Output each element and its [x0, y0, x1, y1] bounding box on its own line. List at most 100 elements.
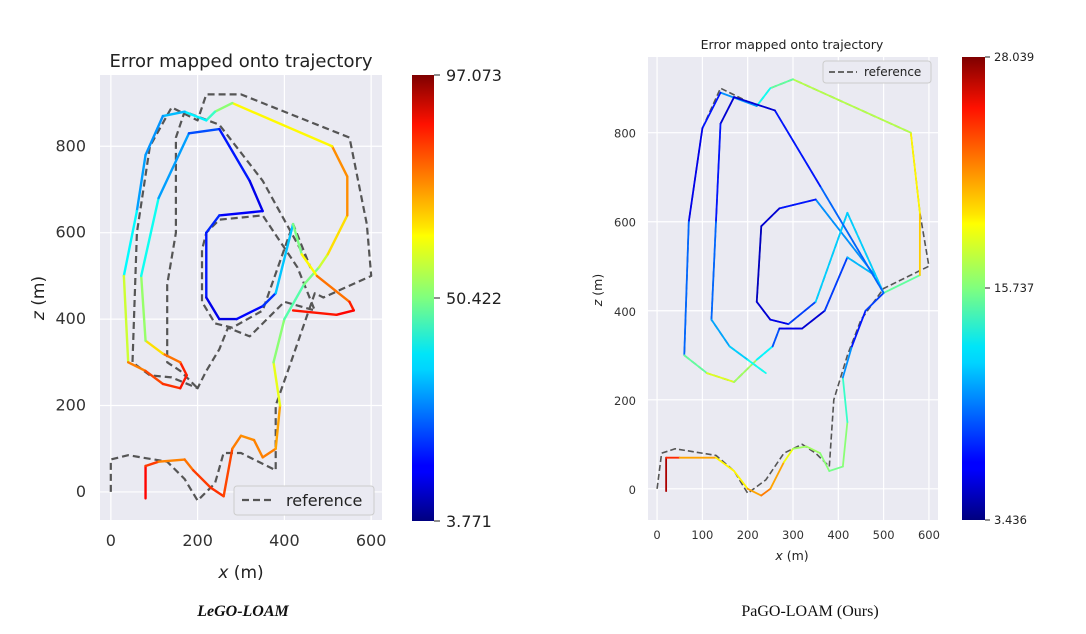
x-tick-label: 600: [356, 531, 387, 550]
left-legend: reference: [233, 485, 375, 516]
trajectory-segment: [122, 274, 130, 364]
trajectory-segment: [771, 327, 781, 348]
right-title: Error mapped onto trajectory: [701, 37, 884, 52]
trajectory-segment: [687, 127, 704, 223]
trajectory-segment: [755, 300, 772, 321]
trajectory-segment: [161, 352, 182, 364]
trajectory-segment: [122, 209, 139, 278]
trajectory-segment: [760, 207, 781, 228]
trajectory-segment: [274, 222, 295, 295]
trajectory-segment: [317, 253, 329, 269]
trajectory-segment: [760, 487, 772, 497]
trajectory-segment: [335, 309, 355, 316]
trajectory-segment: [823, 256, 849, 312]
left-caption: LeGO-LOAM: [196, 603, 289, 620]
y-tick-label: 800: [614, 127, 636, 141]
trajectory-segment: [841, 421, 849, 468]
y-tick-label: 0: [76, 482, 86, 501]
trajectory-segment: [719, 96, 735, 125]
y-tick-label: 600: [614, 216, 636, 230]
trajectory-segment: [179, 374, 188, 390]
trajectory-segment: [792, 445, 808, 450]
trajectory-segment: [157, 132, 191, 200]
trajectory-segment: [755, 225, 763, 303]
trajectory-segment: [819, 185, 885, 294]
x-tick-label: 300: [782, 528, 804, 542]
trajectory-segment: [315, 274, 351, 304]
trajectory-segment: [787, 300, 817, 326]
trajectory-segment: [683, 220, 690, 357]
trajectory-segment: [755, 87, 772, 107]
trajectory-segment: [135, 153, 147, 213]
left-estimate-line: [122, 101, 355, 500]
right-caption: PaGO-LOAM (Ours): [741, 603, 878, 620]
trajectory-segment: [144, 369, 165, 386]
trajectory-segment: [235, 304, 264, 321]
trajectory-segment: [291, 309, 338, 316]
trajectory-segment: [851, 309, 867, 348]
trajectory-segment: [326, 214, 349, 256]
trajectory-segment: [205, 214, 221, 234]
x-tick-label: 500: [873, 528, 895, 542]
trajectory-segment: [218, 209, 264, 217]
x-tick-label: 200: [182, 531, 213, 550]
left-colorbar: 97.073 50.422 3.771: [412, 66, 502, 531]
trajectory-segment: [183, 110, 208, 122]
trajectory-segment: [192, 469, 212, 489]
trajectory-segment: [283, 283, 306, 321]
trajectory-segment: [231, 434, 243, 450]
trajectory-segment: [746, 358, 767, 374]
trajectory-segment: [274, 404, 282, 450]
x-tick-label: 400: [827, 528, 849, 542]
x-tick-label: 0: [106, 531, 116, 550]
left-xlabel: x (m): [217, 563, 263, 583]
trajectory-segment: [218, 127, 251, 183]
reference-path: [109, 93, 373, 502]
trajectory-segment: [248, 179, 264, 213]
trajectory-segment: [710, 318, 731, 348]
trajectory-segment: [179, 361, 188, 377]
trajectory-segment: [272, 317, 286, 364]
right-colorbar-max: 28.039: [994, 50, 1034, 64]
trajectory-segment: [715, 122, 722, 223]
trajectory-segment: [819, 452, 831, 472]
x-tick-label: 600: [918, 528, 940, 542]
trajectory-segment: [261, 291, 277, 308]
trajectory-segment: [792, 78, 912, 134]
left-title: Error mapped onto trajectory: [109, 51, 372, 72]
left-yticks: 0 200 400 600 800: [55, 136, 86, 501]
left-legend-label: reference: [286, 491, 362, 510]
right-xlabel: x (m): [774, 548, 808, 563]
trajectory-segment: [683, 354, 708, 374]
trajectory-segment: [187, 127, 221, 135]
x-tick-label: 400: [269, 531, 300, 550]
right-xticks: 0 100 200 300 400 500 600: [653, 528, 940, 542]
trajectory-segment: [773, 109, 822, 188]
y-tick-label: 200: [614, 394, 636, 408]
trajectory-segment: [231, 101, 334, 148]
trajectory-segment: [814, 211, 849, 303]
trajectory-segment: [161, 110, 186, 118]
y-tick-label: 200: [55, 396, 86, 415]
trajectory-segment: [801, 309, 826, 330]
trajectory-segment: [778, 198, 817, 210]
trajectory-segment: [733, 470, 749, 490]
right-legend: reference: [822, 60, 932, 84]
trajectory-segment: [755, 345, 774, 361]
trajectory-segment: [272, 361, 282, 407]
right-colorbar-min: 3.436: [994, 513, 1027, 527]
trajectory-segment: [183, 458, 195, 472]
trajectory-segment: [846, 256, 876, 277]
x-tick-label: 200: [737, 528, 759, 542]
right-panel: 0 100 200 300 400 500 600 0 200 400 600 800 Error …: [590, 37, 1034, 620]
trajectory-segment: [144, 114, 165, 157]
trajectory-segment: [205, 110, 217, 122]
trajectory-segment: [161, 382, 182, 390]
y-tick-label: 400: [614, 305, 636, 319]
left-xticks: 0 200 400 600: [106, 531, 387, 550]
trajectory-segment: [710, 220, 717, 321]
trajectory-segment: [706, 372, 735, 383]
trajectory-segment: [769, 318, 790, 326]
trajectory-segment: [126, 361, 147, 373]
